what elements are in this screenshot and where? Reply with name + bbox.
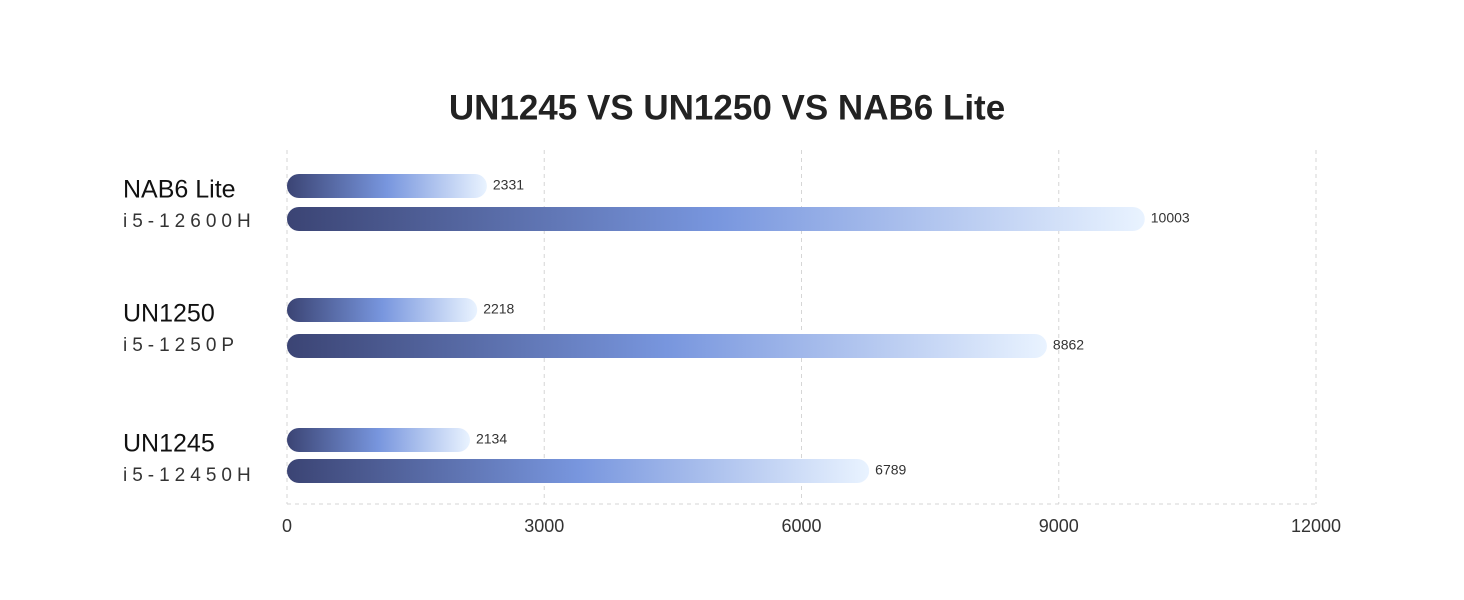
x-tick-label: 12000 bbox=[1291, 516, 1341, 536]
category-label: UN1250 bbox=[123, 300, 215, 328]
category-label: UN1245 bbox=[123, 430, 215, 458]
bar bbox=[287, 334, 1047, 358]
category-cpu: i5-1250P bbox=[123, 335, 239, 356]
value-label: 6789 bbox=[875, 462, 906, 478]
bar bbox=[287, 207, 1145, 231]
category-label: NAB6 Lite bbox=[123, 176, 236, 204]
chart-title: UN1245 VS UN1250 VS NAB6 Lite bbox=[449, 88, 1005, 127]
bar bbox=[287, 428, 470, 452]
bar bbox=[287, 298, 478, 322]
value-label: 2331 bbox=[493, 177, 524, 193]
bar bbox=[287, 174, 487, 198]
category-cpu: i5-12450H bbox=[123, 465, 256, 486]
x-tick-label: 3000 bbox=[524, 516, 564, 536]
bar bbox=[287, 459, 870, 483]
x-tick-label: 6000 bbox=[781, 516, 821, 536]
x-tick-label: 0 bbox=[282, 516, 292, 536]
value-label: 8862 bbox=[1053, 337, 1084, 353]
value-label: 2218 bbox=[483, 301, 514, 317]
x-tick-label: 9000 bbox=[1039, 516, 1079, 536]
category-cpu: i5-12600H bbox=[123, 211, 256, 232]
value-label: 2134 bbox=[476, 431, 507, 447]
value-label: 10003 bbox=[1151, 210, 1190, 226]
